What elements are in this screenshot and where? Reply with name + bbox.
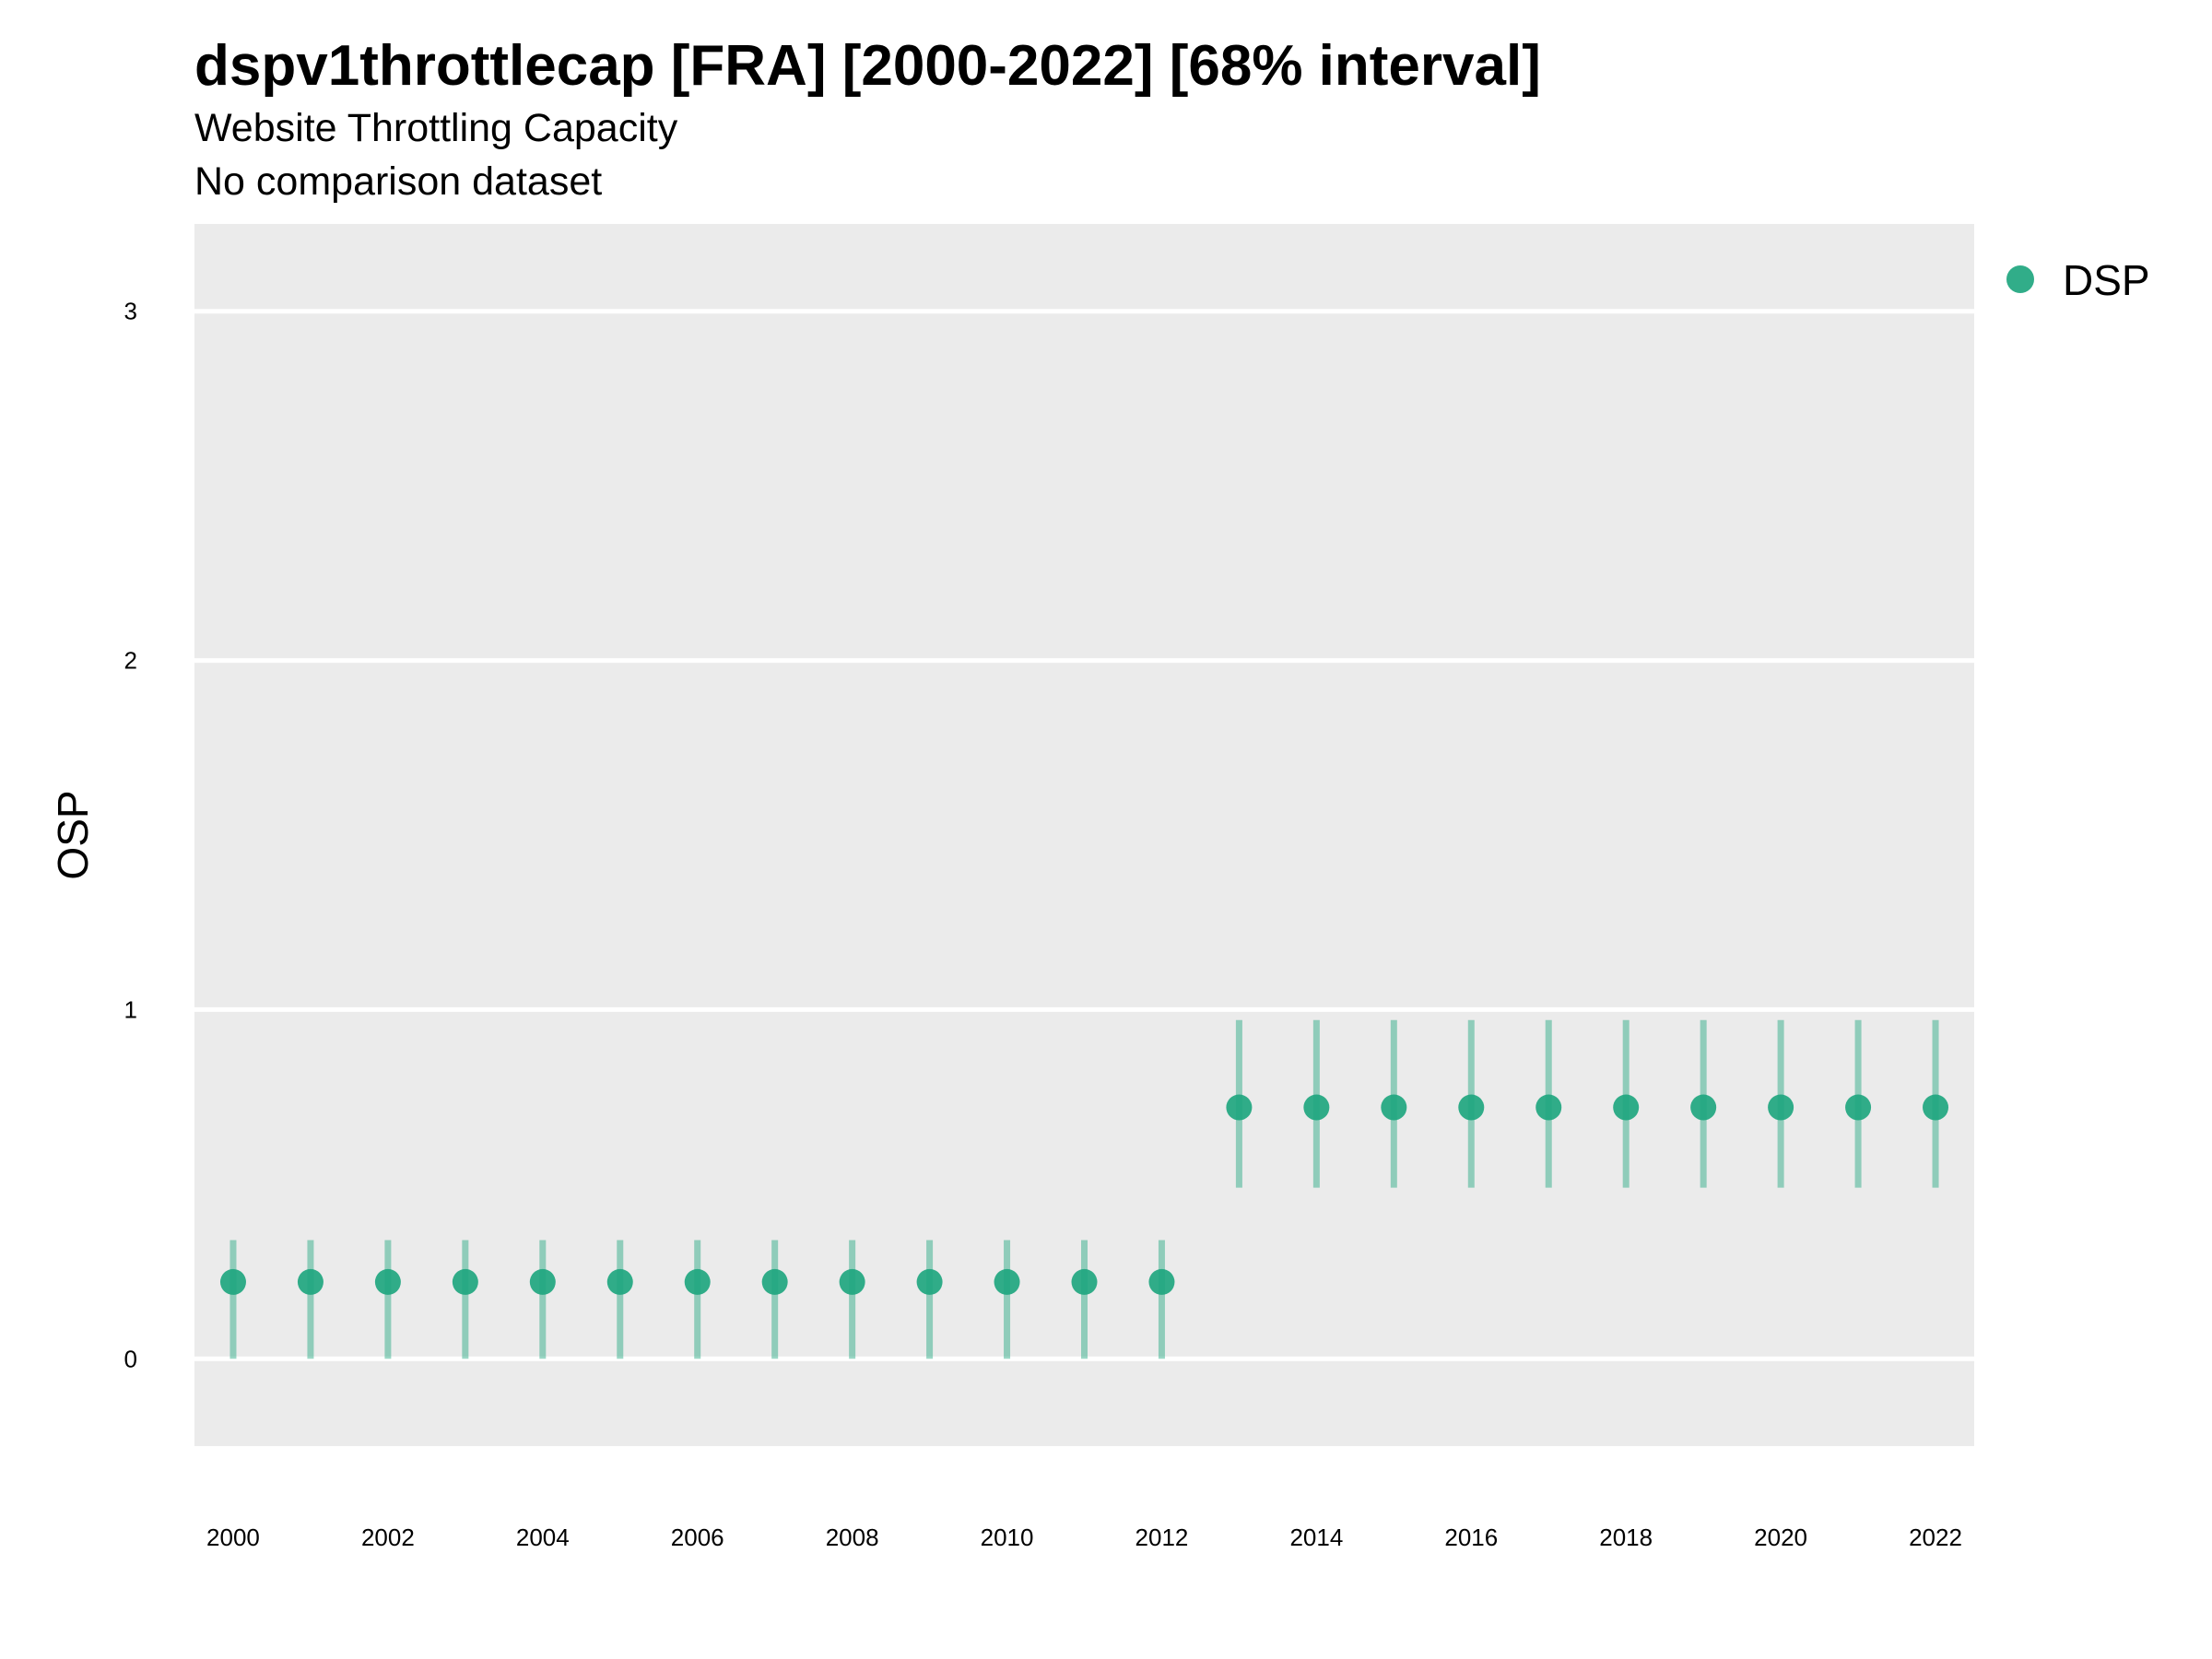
x-tick-label-2004: 2004 [516,1524,570,1551]
x-tick-label-2010: 2010 [981,1524,1034,1551]
data-point-2015 [1381,1094,1407,1121]
data-point-2013 [1226,1094,1253,1121]
x-tick-label-2020: 2020 [1754,1524,1807,1551]
data-point-2019 [1690,1094,1717,1121]
data-point-2003 [452,1268,478,1295]
data-point-2006 [684,1268,711,1295]
legend-label-dsp: DSP [2063,256,2150,304]
data-point-2014 [1303,1094,1330,1121]
x-tick-label-2008: 2008 [826,1524,879,1551]
chart-subtitle: Website Throttling Capacity [194,106,678,150]
data-point-2017 [1535,1094,1562,1121]
x-tick-label-2002: 2002 [361,1524,415,1551]
data-point-2005 [606,1268,633,1295]
data-point-2012 [1148,1268,1175,1295]
y-tick-label-1: 1 [124,995,137,1023]
data-point-2021 [1845,1094,1872,1121]
x-tick-label-2014: 2014 [1289,1524,1343,1551]
data-point-2018 [1613,1094,1640,1121]
data-point-2000 [219,1268,246,1295]
x-tick-label-2000: 2000 [206,1524,260,1551]
y-tick-label-2: 2 [124,647,137,675]
data-point-2010 [994,1268,1020,1295]
x-tick-label-2018: 2018 [1599,1524,1653,1551]
data-marks [219,1019,1949,1359]
legend-key-dsp [2006,265,2034,293]
y-axis-ticks: 0 1 2 3 [124,298,137,1373]
data-point-2011 [1071,1268,1098,1295]
legend: DSP [2006,256,2150,304]
data-point-2002 [374,1268,401,1295]
chart-title: dspv1throttlecap [FRA] [2000-2022] [68% … [194,34,1541,98]
data-point-2001 [297,1268,324,1295]
data-point-2007 [761,1268,788,1295]
gridlines [194,309,1974,1361]
y-axis-label: OSP [49,790,97,879]
chart-subtitle-comparison: No comparison dataset [194,159,603,204]
x-tick-label-2012: 2012 [1135,1524,1189,1551]
x-tick-label-2006: 2006 [671,1524,724,1551]
x-tick-label-2016: 2016 [1444,1524,1498,1551]
data-point-2022 [1923,1094,1949,1121]
x-tick-label-2022: 2022 [1909,1524,1962,1551]
y-tick-label-0: 0 [124,1345,137,1372]
data-point-2004 [529,1268,556,1295]
data-point-2020 [1768,1094,1794,1121]
data-point-2009 [916,1268,943,1295]
plot-panel [194,224,1974,1446]
x-axis-ticks: 2000 2002 2004 2006 2008 2010 2012 2014 2016 2018… [206,1524,1962,1551]
data-point-2016 [1458,1094,1485,1121]
y-tick-label-3: 3 [124,298,137,325]
data-point-2008 [839,1268,865,1295]
